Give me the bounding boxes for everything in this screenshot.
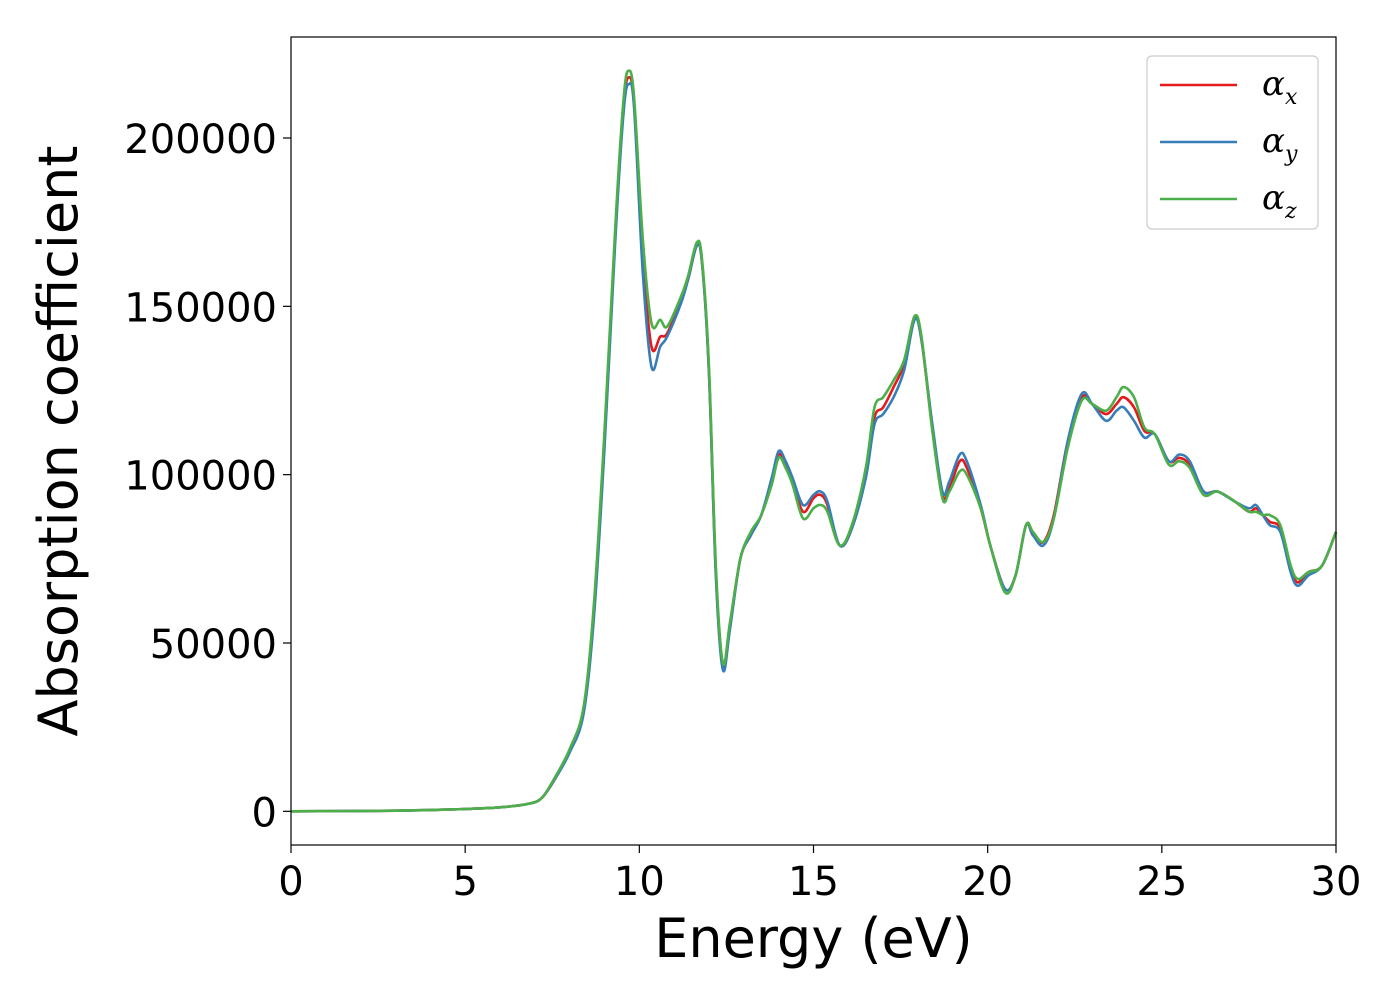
y-axis-ticks: 0 50000 100000 150000 200000 [124, 117, 291, 836]
legend-entry-name: α [1262, 121, 1285, 161]
x-tick-label: 0 [278, 859, 303, 905]
series-line-alpha-y [290, 81, 1338, 813]
x-tick-label: 25 [1136, 859, 1187, 905]
y-tick-label: 50000 [150, 622, 277, 668]
legend-entry-subscript: z [1284, 199, 1297, 224]
x-axis-label: Energy (eV) [654, 907, 973, 970]
y-tick-label: 150000 [124, 285, 277, 331]
legend-entry-subscript: x [1285, 85, 1298, 110]
x-tick-label: 5 [452, 859, 477, 905]
y-tick-label: 200000 [124, 117, 277, 163]
y-axis-label: Absorption coefficient [27, 146, 90, 737]
x-axis-ticks: 0 5 10 15 20 25 30 [278, 845, 1361, 905]
legend-entry-name: α [1262, 178, 1285, 218]
x-tick-label: 20 [962, 859, 1013, 905]
legend-entry-alpha-x: αx [1262, 64, 1298, 110]
y-tick-label: 0 [252, 790, 277, 836]
legend-entry-subscript: y [1284, 142, 1298, 167]
plot-lines [290, 69, 1338, 813]
series-line-alpha-z [290, 69, 1338, 813]
x-tick-label: 15 [788, 859, 839, 905]
legend-entry-name: α [1262, 64, 1285, 104]
legend-entry-alpha-z: αz [1262, 178, 1297, 224]
x-tick-label: 10 [614, 859, 665, 905]
x-tick-label: 30 [1311, 859, 1362, 905]
legend-entry-alpha-y: αy [1262, 121, 1298, 167]
y-tick-label: 100000 [124, 454, 277, 500]
